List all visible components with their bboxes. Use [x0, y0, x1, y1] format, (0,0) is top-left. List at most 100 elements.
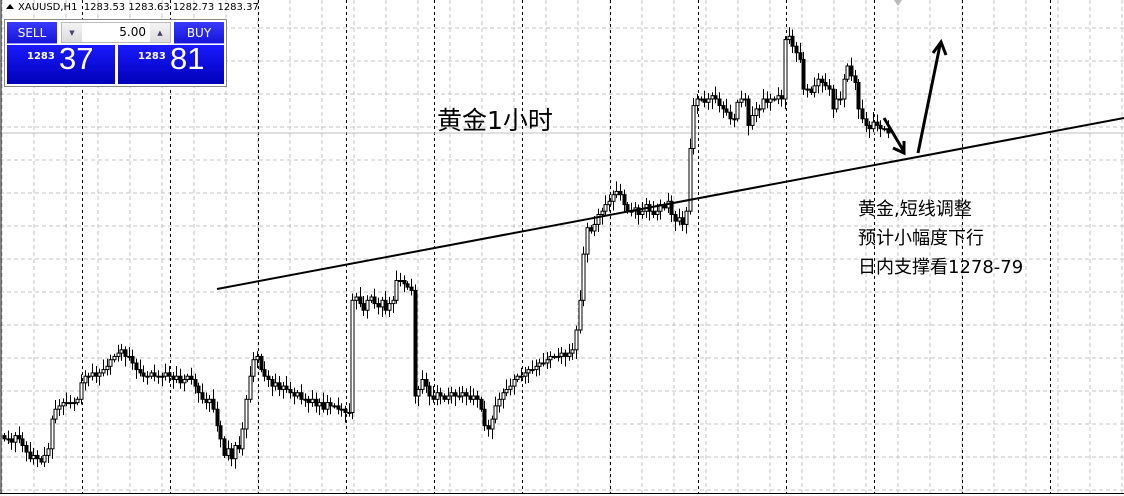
candle — [101, 359, 106, 377]
candle — [713, 86, 718, 104]
candle-body-bear — [200, 392, 205, 400]
candle-body-bear — [680, 217, 685, 225]
buy-button[interactable]: BUY — [174, 22, 224, 44]
candle-body-bull — [163, 372, 168, 377]
decrease-lot-icon[interactable]: ▼ — [62, 23, 82, 42]
candle-body-bull — [251, 359, 256, 377]
candle — [816, 73, 821, 94]
buy-price-button[interactable]: 1283 81 — [118, 41, 224, 84]
candle-body-bear — [306, 398, 311, 404]
candle — [112, 353, 117, 363]
candle — [783, 36, 788, 110]
candle-body-bear — [479, 398, 484, 410]
lot-size-input[interactable]: 5.00 — [119, 25, 146, 39]
candle-body-bear — [717, 98, 722, 107]
candle-body-bear — [20, 438, 25, 447]
candle-body-bear — [361, 303, 366, 311]
candle-body-bear — [215, 408, 220, 427]
candle-body-bull — [614, 190, 619, 196]
candle-body-bull — [882, 128, 887, 131]
candle — [163, 363, 168, 381]
candle — [805, 83, 810, 98]
candle — [871, 112, 876, 133]
chart-annotation-title[interactable]: 黄金1小时 — [437, 106, 553, 135]
candle-body-bear — [673, 214, 678, 222]
sell-price-prefix: 1283 — [27, 51, 55, 62]
candle-body-bear — [482, 408, 487, 427]
candle-body-bear — [453, 392, 458, 397]
candle-body-bear — [724, 108, 729, 113]
ohlc-low: 1282.73 — [172, 2, 215, 13]
candle-body-bull — [68, 402, 73, 405]
sell-price-button[interactable]: 1283 37 — [7, 41, 115, 84]
candle-body-bear — [262, 369, 267, 377]
candle — [482, 400, 487, 431]
candle-body-bull — [347, 412, 352, 415]
candle-body-bull — [684, 210, 689, 225]
one-click-trading-panel: SELL ▼ 5.00 ▲ BUY 1283 37 1283 81 — [4, 19, 227, 87]
candle-body-bull — [581, 253, 586, 301]
collapse-triangle-icon[interactable] — [6, 4, 14, 9]
candle — [402, 275, 407, 293]
candle-body-bull — [556, 355, 561, 358]
candle-body-bull — [46, 448, 51, 456]
candle-body-bear — [383, 299, 388, 311]
candle — [515, 373, 520, 383]
candle — [207, 395, 212, 412]
candle-body-bear — [728, 111, 733, 120]
candle — [211, 389, 216, 413]
candle — [383, 291, 388, 315]
candle-body-bear — [229, 448, 234, 460]
down-arrow-icon[interactable] — [882, 117, 906, 156]
candle-body-bear — [713, 95, 718, 100]
candle-body-bear — [563, 352, 568, 357]
candle — [222, 436, 227, 459]
candle — [336, 397, 341, 415]
candle-body-bull — [61, 402, 66, 407]
candle — [376, 297, 381, 315]
candle — [116, 344, 121, 362]
candle — [328, 397, 333, 415]
candle-body-bear — [130, 355, 135, 364]
candle — [281, 381, 286, 399]
candle — [464, 388, 469, 406]
candle — [420, 370, 425, 394]
candle — [757, 104, 762, 119]
candle-body-bull — [119, 349, 124, 354]
candle-body-bear — [141, 372, 146, 377]
sell-button[interactable]: SELL — [7, 22, 57, 44]
candle — [35, 450, 40, 468]
candle-body-bull — [255, 355, 260, 361]
candle-body-bull — [354, 296, 359, 301]
candle — [691, 98, 696, 155]
candle-body-bear — [801, 58, 806, 90]
candle — [167, 366, 172, 383]
up-arrow-icon[interactable] — [916, 38, 948, 154]
lot-size-stepper[interactable]: ▼ 5.00 ▲ — [61, 22, 171, 43]
candle-body-bull — [497, 398, 502, 407]
candle-body-bear — [2, 435, 7, 440]
candle-body-bull — [578, 299, 583, 331]
candle-body-bear — [328, 402, 333, 407]
candle — [453, 389, 458, 407]
candle-body-bear — [409, 286, 414, 291]
candle — [702, 90, 707, 108]
candle — [512, 374, 517, 395]
candle-body-bull — [387, 303, 392, 311]
trendline[interactable] — [216, 117, 1124, 290]
candle-body-bear — [284, 385, 289, 390]
chart-header: XAUUSD,H1 1283.53 1283.63 1282.73 1283.3… — [6, 2, 259, 13]
candle — [618, 183, 623, 201]
increase-lot-icon[interactable]: ▲ — [150, 23, 170, 42]
candle — [427, 381, 432, 406]
candle — [728, 104, 733, 125]
candle-body-bull — [493, 405, 498, 420]
candle-body-bull — [750, 115, 755, 126]
chart-annotation-note[interactable]: 黄金,短线调整 预计小幅度下行 日内支撑看1278-79 — [858, 195, 1023, 282]
candle-body-bull — [108, 359, 113, 367]
shift-marker-icon[interactable] — [894, 0, 902, 6]
candle-body-bull — [834, 98, 839, 110]
candle — [321, 392, 326, 413]
candle-body-bull — [504, 388, 509, 394]
